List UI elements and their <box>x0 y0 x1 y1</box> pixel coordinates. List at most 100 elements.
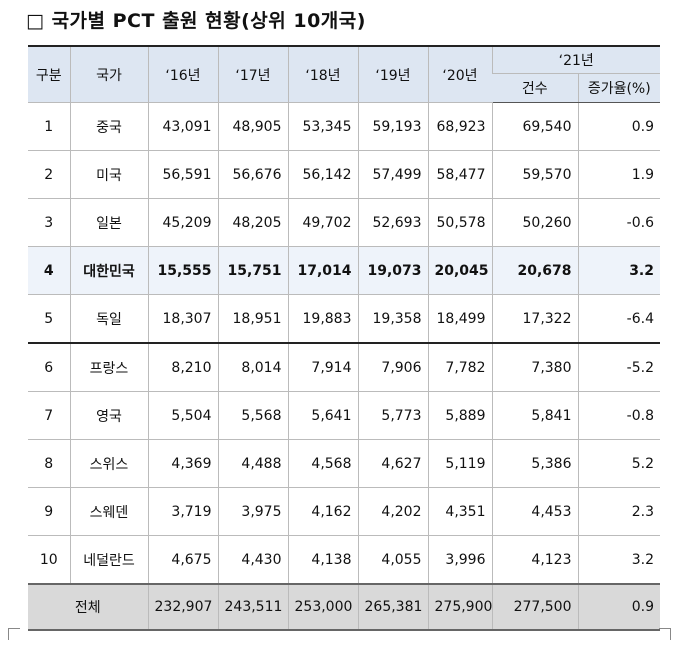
cell: -0.6 <box>577 198 660 247</box>
cell: 19,883 <box>287 294 358 344</box>
group-header: ‘21년 <box>491 45 660 74</box>
cell: 4,453 <box>491 487 578 536</box>
cell: 8,014 <box>217 342 288 392</box>
cell: 45,209 <box>147 198 218 247</box>
cell: -5.2 <box>577 342 660 392</box>
cell: 10 <box>28 535 70 585</box>
table: 구분 국가 ‘16년 ‘17년 ‘18년 ‘19년 ‘20년 ‘21년 건수 증가율(%) 1 중국… <box>28 45 660 631</box>
cell: 20,678 <box>491 246 578 295</box>
cell: 5,568 <box>217 391 288 440</box>
cell: 5,773 <box>357 391 428 440</box>
page-corner <box>659 628 671 629</box>
cell: 19,358 <box>357 294 428 344</box>
cell: 7 <box>28 391 70 440</box>
table-row: 6 프랑스 8,210 8,014 7,914 7,906 7,782 7,380 -5.2 <box>28 342 660 392</box>
cell: 15,751 <box>217 246 288 295</box>
cell: 5,841 <box>491 391 578 440</box>
cell: 56,142 <box>287 150 358 199</box>
cell: 15,555 <box>147 246 218 295</box>
table-row: 4 대한민국 15,555 15,751 17,014 19,073 20,045 20,67… <box>28 246 660 295</box>
cell: 스위스 <box>69 439 148 488</box>
cell: 5,119 <box>427 439 492 488</box>
cell: 18,499 <box>427 294 492 344</box>
cell: 49,702 <box>287 198 358 247</box>
cell: 5,641 <box>287 391 358 440</box>
cell: 69,540 <box>491 102 578 151</box>
cell: 4,138 <box>287 535 358 585</box>
cell: 20,045 <box>427 246 492 295</box>
cell: 스웨덴 <box>69 487 148 536</box>
cell: 59,193 <box>357 102 428 151</box>
cell: 19,073 <box>357 246 428 295</box>
cell: 9 <box>28 487 70 536</box>
table-row: 5 독일 18,307 18,951 19,883 19,358 18,499 17,322-… <box>28 294 660 344</box>
table-row: 10 네덜란드 4,675 4,430 4,138 4,055 3,996 4,123 3.2 <box>28 535 660 585</box>
cell: 4,675 <box>147 535 218 585</box>
cell: 50,578 <box>427 198 492 247</box>
cell: 4 <box>28 246 70 295</box>
cell: 4,369 <box>147 439 218 488</box>
cell: 1.9 <box>577 150 660 199</box>
column-header: 국가 <box>69 45 148 103</box>
cell: 6 <box>28 342 70 392</box>
cell: 17,014 <box>287 246 358 295</box>
cell: 3.2 <box>577 535 660 585</box>
cell: 4,430 <box>217 535 288 585</box>
cell: 253,000 <box>287 583 358 631</box>
column-header: ‘16년 <box>147 45 218 103</box>
page-corner <box>670 628 671 640</box>
table-row: 1 중국 43,091 48,905 53,345 59,193 68,923 69,540 0… <box>28 102 660 151</box>
cell: 243,511 <box>217 583 288 631</box>
title: □ 국가별 PCT 출원 현황(상위 10개국) <box>26 10 366 32</box>
cell: 53,345 <box>287 102 358 151</box>
cell: 48,905 <box>217 102 288 151</box>
page-corner <box>8 628 9 640</box>
column-header: 증가율(%) <box>577 73 660 103</box>
cell: 50,260 <box>491 198 578 247</box>
cell: 5,386 <box>491 439 578 488</box>
cell: 일본 <box>69 198 148 247</box>
cell: 2 <box>28 150 70 199</box>
cell: 3,975 <box>217 487 288 536</box>
cell: 5.2 <box>577 439 660 488</box>
cell: 8,210 <box>147 342 218 392</box>
total-label: 전체 <box>28 583 148 631</box>
cell: 277,500 <box>491 583 578 631</box>
table-row: 9 스웨덴 3,719 3,975 4,162 4,202 4,351 4,453 2.3 <box>28 487 660 536</box>
cell: 네덜란드 <box>69 535 148 585</box>
column-header: ‘18년 <box>287 45 358 103</box>
cell: 17,322 <box>491 294 578 344</box>
cell: -0.8 <box>577 391 660 440</box>
cell: 52,693 <box>357 198 428 247</box>
cell: -6.4 <box>577 294 660 344</box>
cell: 영국 <box>69 391 148 440</box>
cell: 4,488 <box>217 439 288 488</box>
cell: 중국 <box>69 102 148 151</box>
cell: 58,477 <box>427 150 492 199</box>
cell: 4,055 <box>357 535 428 585</box>
column-header: 구분 <box>28 45 70 103</box>
cell: 68,923 <box>427 102 492 151</box>
cell: 미국 <box>69 150 148 199</box>
cell: 1 <box>28 102 70 151</box>
column-header: ‘19년 <box>357 45 428 103</box>
cell: 4,123 <box>491 535 578 585</box>
cell: 7,914 <box>287 342 358 392</box>
cell: 59,570 <box>491 150 578 199</box>
cell: 4,202 <box>357 487 428 536</box>
cell: 4,627 <box>357 439 428 488</box>
cell: 232,907 <box>147 583 218 631</box>
cell: 4,162 <box>287 487 358 536</box>
table-row: 3 일본 45,209 48,205 49,702 52,693 50,578 50,260-… <box>28 198 660 247</box>
cell: 5,504 <box>147 391 218 440</box>
table-row: 8 스위스 4,369 4,488 4,568 4,627 5,119 5,386 5.2 <box>28 439 660 488</box>
cell: 56,676 <box>217 150 288 199</box>
cell: 56,591 <box>147 150 218 199</box>
cell: 3,996 <box>427 535 492 585</box>
header-row: 건수 증가율(%) <box>28 73 660 103</box>
page-corner <box>8 628 20 629</box>
cell: 18,951 <box>217 294 288 344</box>
cell: 275,900 <box>427 583 492 631</box>
header-row: 구분 국가 ‘16년 ‘17년 ‘18년 ‘19년 ‘20년 ‘21년 <box>28 45 660 103</box>
